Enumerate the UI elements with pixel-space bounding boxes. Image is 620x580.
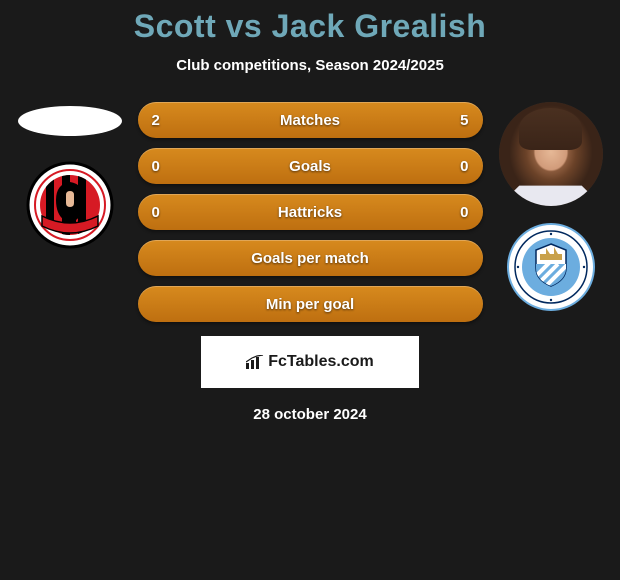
mancity-badge [501, 222, 601, 312]
player-photo-right [499, 102, 603, 206]
bar-chart-icon [246, 355, 264, 369]
stat-label: Min per goal [138, 296, 483, 313]
stat-label: Goals per match [138, 250, 483, 267]
stat-bar-goals: 0 Goals 0 [138, 148, 483, 184]
watermark: FcTables.com [246, 353, 374, 371]
subtitle: Club competitions, Season 2024/2025 [0, 57, 620, 74]
stat-label: Hattricks [138, 204, 483, 221]
stat-bar-min-per-goal: Min per goal [138, 286, 483, 322]
stat-label: Goals [138, 158, 483, 175]
stat-right-value: 5 [460, 112, 468, 129]
player-photo-left [18, 106, 122, 136]
bournemouth-badge [20, 160, 120, 250]
page-title: Scott vs Jack Grealish [0, 8, 620, 45]
stat-bar-hattricks: 0 Hattricks 0 [138, 194, 483, 230]
watermark-box: FcTables.com [201, 336, 419, 388]
date-line: 28 october 2024 [0, 406, 620, 423]
stats-column: 2 Matches 5 0 Goals 0 0 Hattricks 0 Goal… [138, 102, 483, 322]
stat-right-value: 0 [460, 158, 468, 175]
watermark-text: FcTables.com [268, 353, 374, 371]
stat-bar-goals-per-match: Goals per match [138, 240, 483, 276]
comparison-card: Scott vs Jack Grealish Club competitions… [0, 0, 620, 423]
right-player-column [491, 102, 611, 312]
stat-right-value: 0 [460, 204, 468, 221]
stat-label: Matches [138, 112, 483, 129]
main-row: 2 Matches 5 0 Goals 0 0 Hattricks 0 Goal… [0, 102, 620, 322]
left-player-column [10, 102, 130, 250]
stat-bar-matches: 2 Matches 5 [138, 102, 483, 138]
